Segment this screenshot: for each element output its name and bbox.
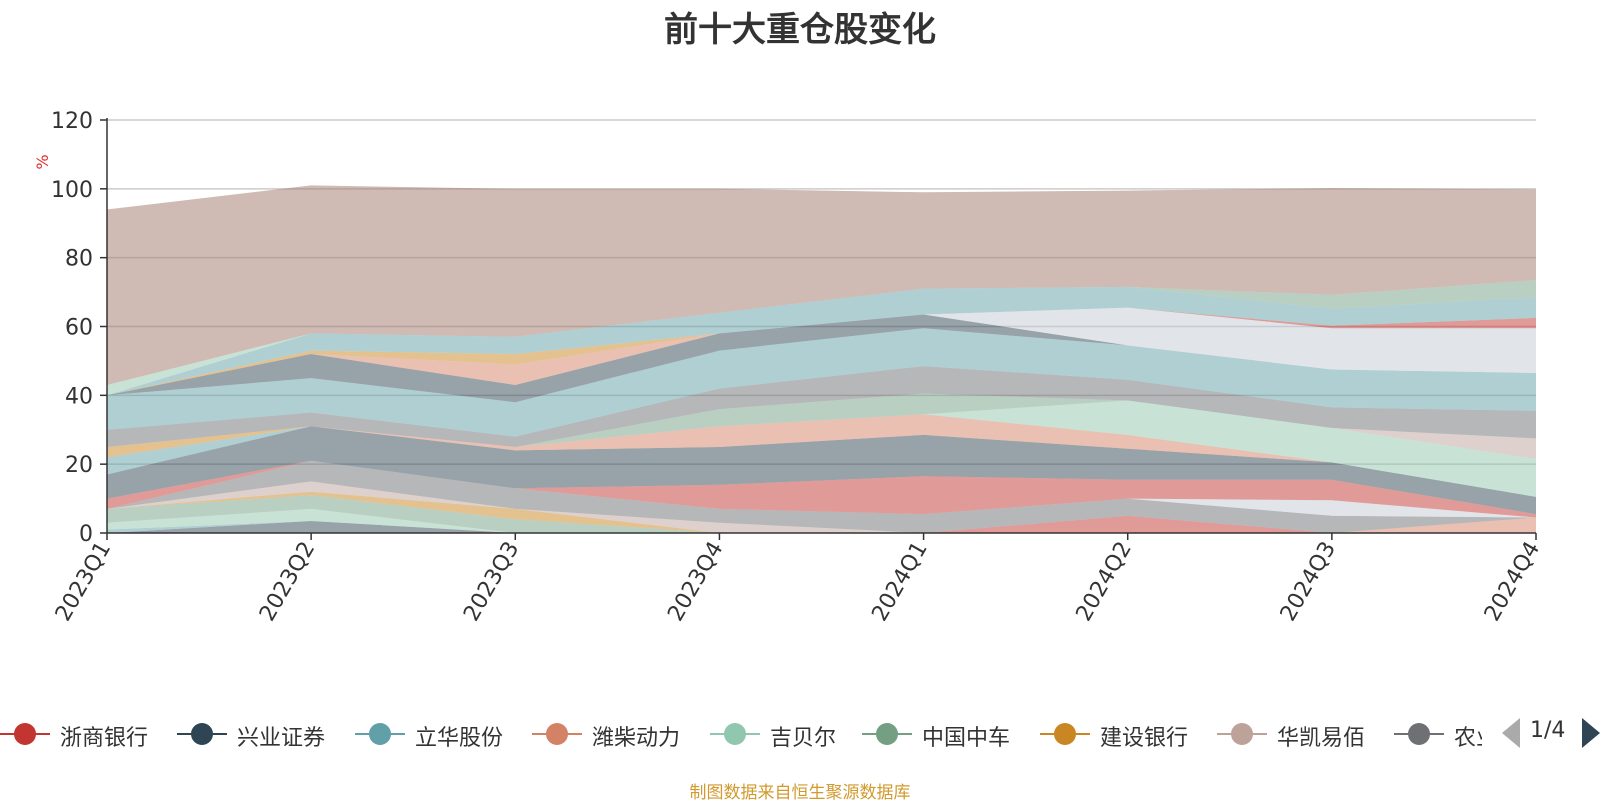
x-tick-label-4: 2024Q1: [867, 538, 932, 626]
legend-dot-icon: [724, 723, 746, 745]
series-area-18: [107, 366, 1536, 447]
legend-label: 立华股份: [415, 726, 504, 751]
y-tick-label-6: 120: [51, 109, 93, 134]
legend-label: 吉贝尔: [770, 726, 837, 751]
y-tick-label-5: 100: [51, 178, 93, 203]
x-tick-label-0: 2023Q1: [51, 538, 116, 626]
series-area-3: [107, 515, 1536, 533]
y-tick-label-3: 60: [65, 316, 93, 341]
pager-next-icon[interactable]: [1582, 718, 1600, 748]
y-tick-label-2: 40: [65, 384, 93, 409]
x-tick-label-1: 2023Q2: [255, 538, 320, 626]
series-area-14: [107, 400, 1536, 497]
y-tick-label-4: 80: [65, 247, 93, 272]
legend-dot-icon: [1231, 723, 1253, 745]
series-area-28: [107, 185, 1536, 385]
series-area-10: [107, 460, 1536, 518]
x-tick-label-3: 2023Q4: [663, 538, 728, 626]
y-tick-label-0: 0: [79, 522, 93, 547]
legend: 浙商银行 兴业证券 立华股份 潍柴动力 吉贝尔 中国中车 建设银行 华凯易佰 农业银行: [0, 714, 1482, 754]
series-area-8: [107, 460, 1536, 533]
chart-title: 前十大重仓股变化: [664, 10, 936, 50]
legend-label: 农业银行: [1454, 726, 1482, 751]
x-tick-label-2: 2023Q3: [459, 538, 524, 626]
series-area-26: [107, 280, 1536, 396]
legend-label: 潍柴动力: [592, 726, 681, 751]
series-area-25: [107, 286, 1536, 396]
x-tick-label-6: 2024Q3: [1276, 538, 1341, 626]
source-note: 制图数据来自恒生聚源数据库: [689, 783, 911, 803]
pager-prev-icon[interactable]: [1502, 718, 1520, 748]
series-area-20: [107, 314, 1536, 403]
series-area-19: [107, 328, 1536, 437]
series-areas: [107, 185, 1536, 533]
series-area-15: [107, 393, 1536, 459]
series-area-9: [107, 460, 1536, 518]
series-area-13: [107, 414, 1536, 497]
legend-page-indicator: 1/4: [1530, 718, 1566, 743]
series-area-1: [107, 515, 1536, 533]
legend-dot-icon: [546, 723, 568, 745]
series-area-11: [107, 426, 1536, 515]
series-area-23: [107, 307, 1536, 396]
legend-dot-icon: [876, 723, 898, 745]
y-tick-label-1: 20: [65, 453, 93, 478]
legend-dot-icon: [191, 723, 213, 745]
x-tick-label-7: 2024Q4: [1480, 538, 1545, 626]
legend-dot-icon: [369, 723, 391, 745]
series-area-21: [107, 307, 1536, 396]
legend-dot-icon: [1408, 723, 1430, 745]
legend-label: 建设银行: [1100, 726, 1189, 751]
series-area-0: [107, 515, 1536, 533]
x-tick-label-5: 2024Q2: [1072, 538, 1137, 626]
series-area-5: [107, 495, 1536, 533]
legend-pager: 1/4: [1500, 716, 1600, 752]
legend-label: 华凯易佰: [1277, 726, 1366, 751]
legend-dot-icon: [14, 723, 36, 745]
series-area-4: [107, 508, 1536, 533]
y-axis-label: %: [33, 154, 52, 169]
legend-label: 兴业证券: [237, 726, 326, 751]
legend-dot-icon: [1054, 723, 1076, 745]
legend-label: 中国中车: [922, 726, 1011, 751]
legend-label: 浙商银行: [60, 726, 149, 751]
